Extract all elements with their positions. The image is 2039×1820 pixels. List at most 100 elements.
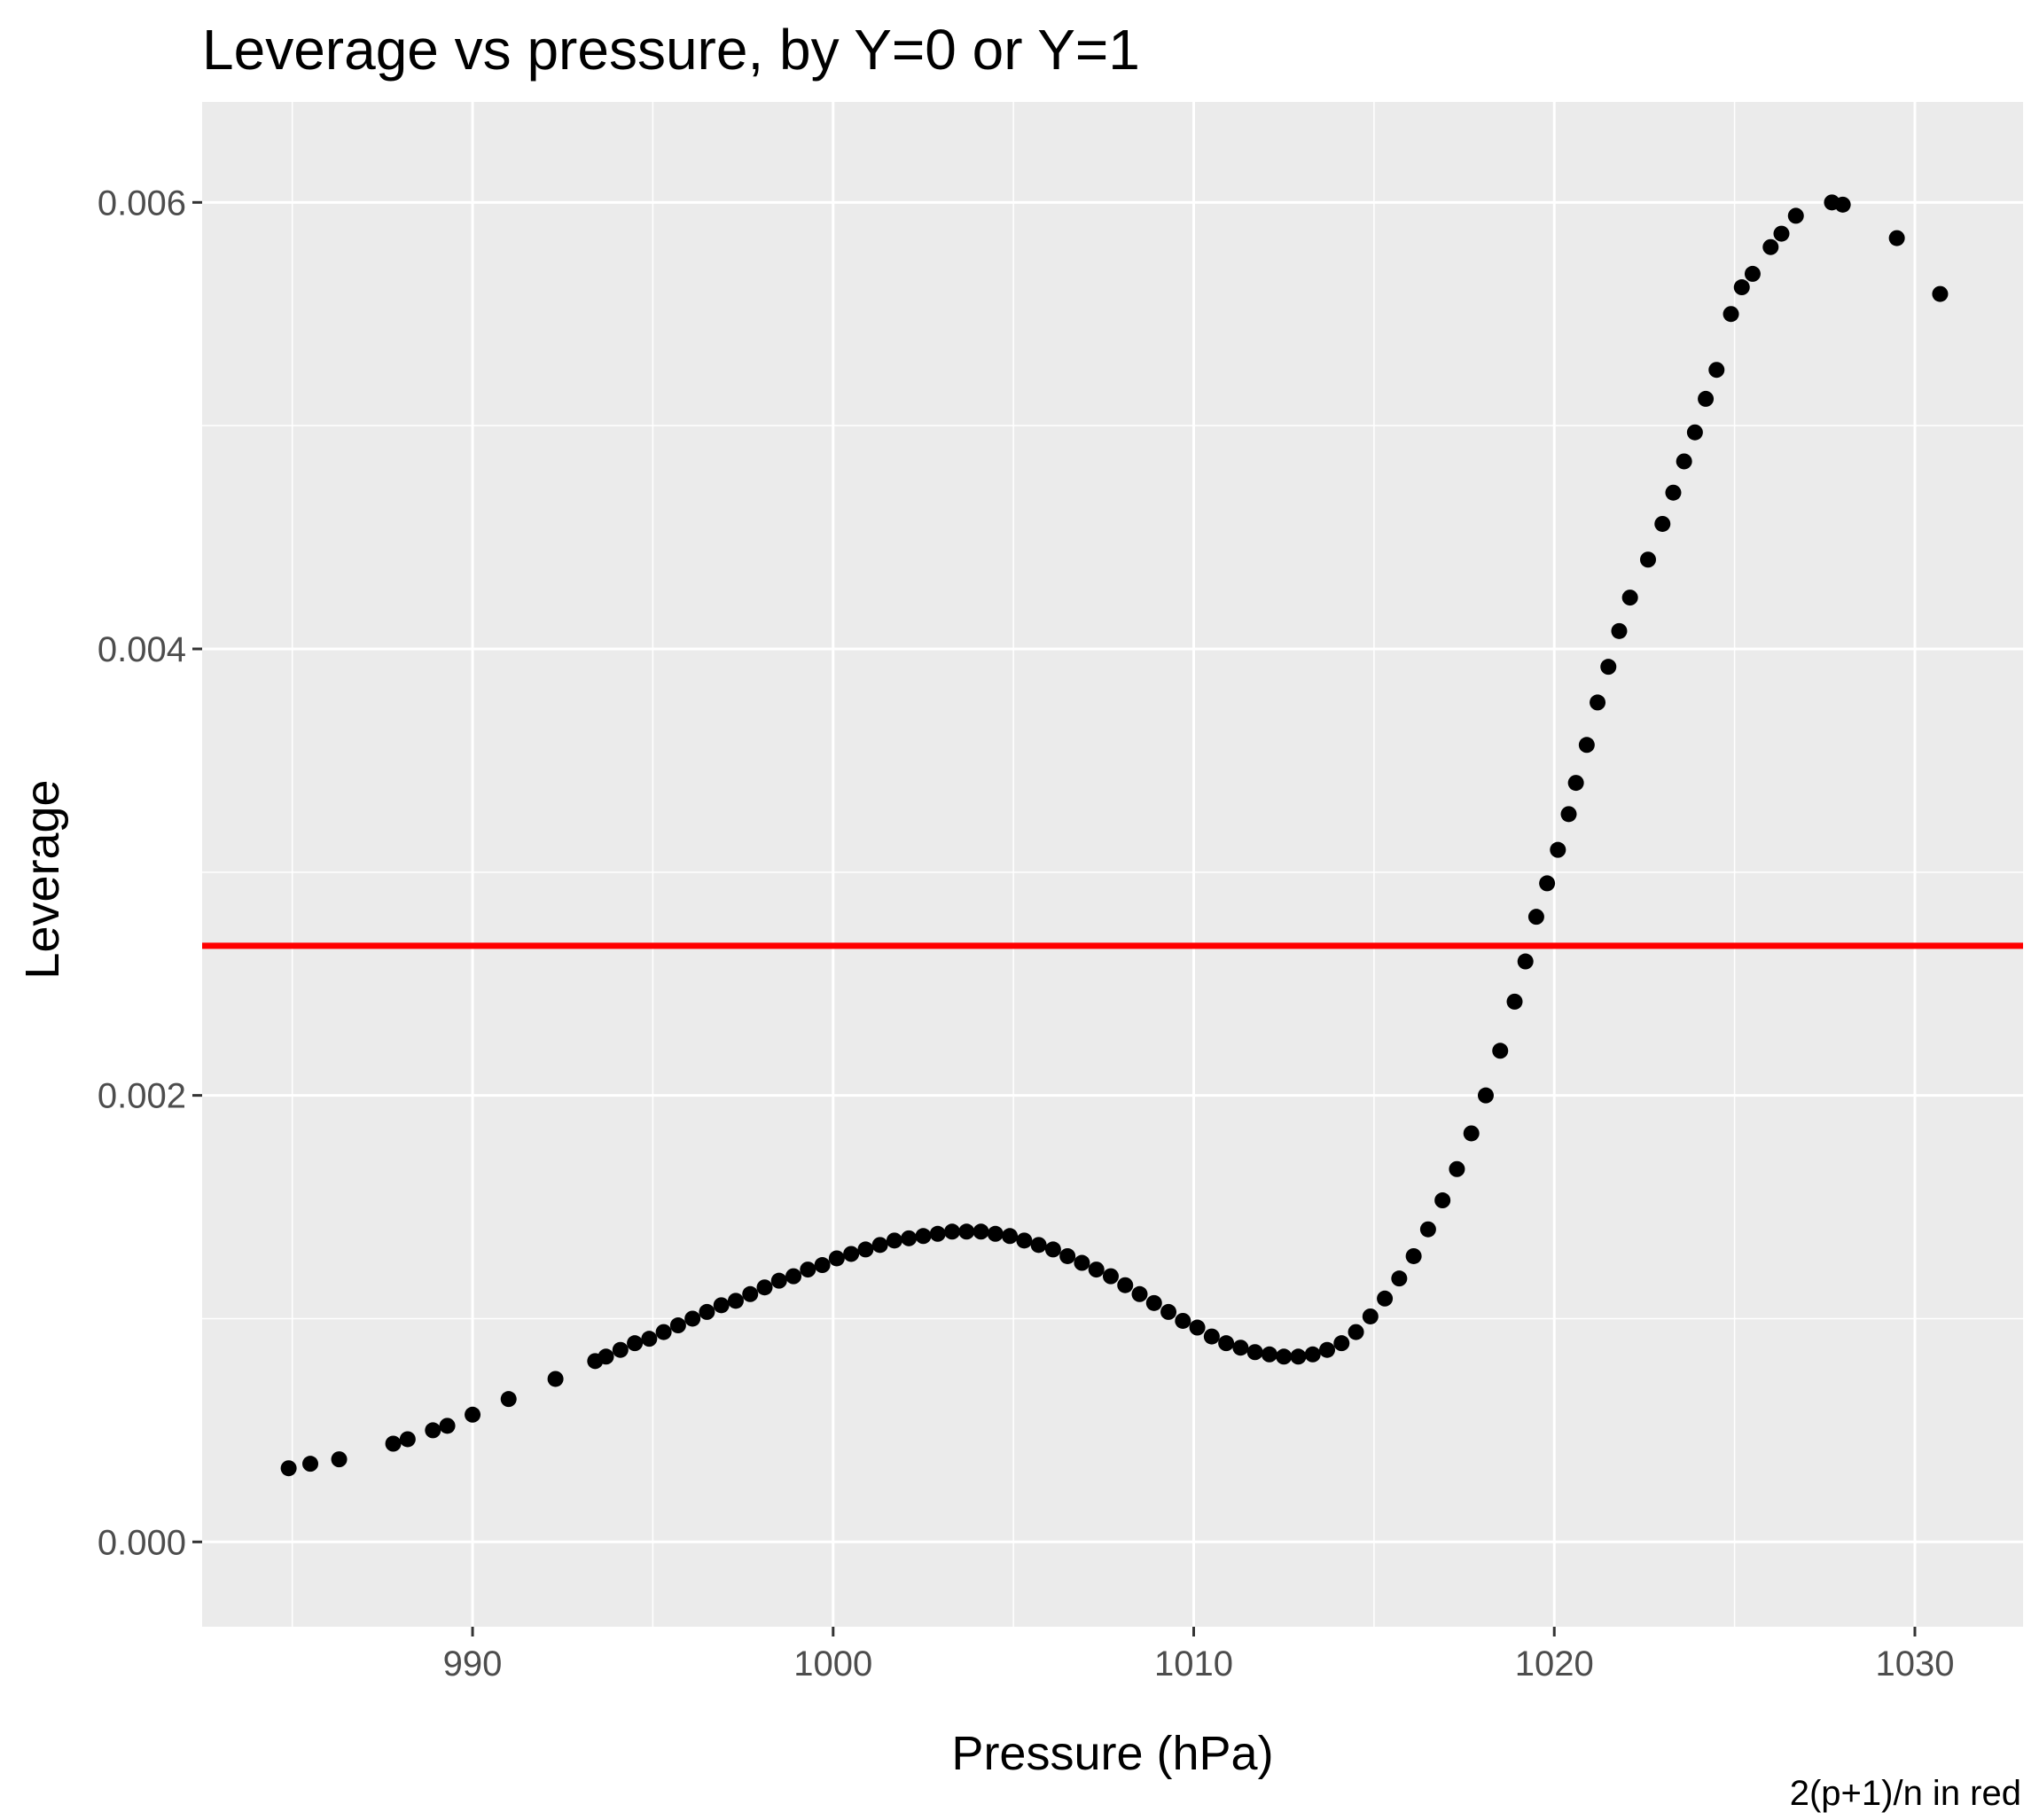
data-point <box>1787 207 1804 224</box>
data-point <box>770 1272 787 1289</box>
data-point <box>547 1371 564 1387</box>
data-point <box>1117 1277 1134 1293</box>
axes: 990 1000 1010 1020 1030 0.000 0.002 0.004 0.006 <box>98 184 1955 1683</box>
data-point <box>1611 622 1628 639</box>
x-tick-label: 990 <box>443 1644 503 1683</box>
data-point <box>1203 1328 1220 1345</box>
data-point <box>385 1435 402 1452</box>
data-point <box>843 1246 860 1262</box>
data-point <box>944 1223 961 1240</box>
data-point <box>1377 1290 1394 1307</box>
data-point <box>1654 515 1671 532</box>
data-point <box>627 1335 644 1352</box>
data-point <box>1773 225 1790 242</box>
data-point <box>1477 1087 1494 1104</box>
data-point <box>958 1223 975 1240</box>
x-tick-label: 1000 <box>793 1644 872 1683</box>
data-point <box>1246 1344 1263 1361</box>
data-point <box>1762 238 1779 255</box>
data-point <box>871 1237 888 1254</box>
data-point <box>828 1250 845 1267</box>
data-point <box>699 1303 715 1320</box>
data-point <box>1016 1232 1033 1249</box>
data-point <box>1539 875 1556 892</box>
data-point <box>1362 1308 1379 1324</box>
data-point <box>785 1268 802 1285</box>
data-point <box>1319 1341 1336 1358</box>
y-axis-label: Leverage <box>16 779 69 979</box>
data-point <box>1348 1324 1364 1340</box>
data-point <box>1590 694 1606 711</box>
plot-panel <box>202 102 2023 1627</box>
data-point <box>727 1293 744 1309</box>
data-point <box>1232 1340 1249 1356</box>
data-point <box>1175 1312 1191 1329</box>
data-point <box>465 1406 481 1423</box>
data-point <box>1723 306 1739 323</box>
y-tick-label: 0.000 <box>98 1523 186 1562</box>
data-point <box>1560 806 1577 823</box>
data-point <box>655 1324 672 1340</box>
data-point <box>1059 1247 1076 1264</box>
data-point <box>669 1317 686 1334</box>
data-point <box>1002 1228 1019 1245</box>
y-tick-label: 0.004 <box>98 630 186 669</box>
data-point <box>1189 1319 1206 1336</box>
data-point <box>1621 590 1638 606</box>
y-tick-label: 0.002 <box>98 1077 186 1116</box>
data-point <box>641 1331 658 1347</box>
data-point <box>598 1348 614 1365</box>
data-point <box>302 1456 319 1472</box>
data-point <box>1131 1285 1148 1302</box>
data-point <box>1698 390 1715 407</box>
data-point <box>331 1451 348 1468</box>
data-point <box>1888 230 1905 246</box>
data-point <box>1463 1125 1480 1142</box>
data-point <box>915 1228 932 1245</box>
data-points <box>280 194 1949 1477</box>
x-axis-label: Pressure (hPa) <box>951 1727 1273 1780</box>
data-point <box>1160 1303 1177 1320</box>
data-point <box>857 1241 874 1258</box>
data-point <box>1145 1294 1162 1311</box>
data-point <box>1449 1160 1465 1177</box>
data-point <box>800 1262 816 1278</box>
x-tick-label: 1030 <box>1875 1644 1954 1683</box>
data-point <box>756 1279 773 1296</box>
data-point <box>1044 1241 1061 1258</box>
data-point <box>1578 737 1595 754</box>
data-point <box>814 1257 831 1274</box>
data-point <box>929 1225 946 1242</box>
chart-caption: 2(p+1)/n in red <box>1790 1774 2021 1813</box>
data-point <box>973 1223 989 1240</box>
data-point <box>1434 1192 1451 1209</box>
data-point <box>612 1341 629 1358</box>
data-point <box>1492 1043 1509 1059</box>
data-point <box>425 1422 441 1439</box>
data-point <box>1708 362 1725 379</box>
panel-background <box>202 102 2023 1627</box>
data-point <box>1506 993 1523 1010</box>
data-point <box>684 1310 701 1327</box>
x-tick-label: 1020 <box>1515 1644 1594 1683</box>
data-point <box>1567 775 1584 792</box>
data-point <box>1600 659 1617 676</box>
data-point <box>1686 424 1703 441</box>
data-point <box>1733 279 1750 296</box>
data-point <box>1744 265 1761 282</box>
data-point <box>742 1285 759 1302</box>
data-point <box>1290 1348 1307 1365</box>
y-tick-label: 0.006 <box>98 184 186 223</box>
data-point <box>439 1418 456 1434</box>
data-point <box>1102 1268 1119 1285</box>
data-point <box>1419 1221 1436 1238</box>
chart-title: Leverage vs pressure, by Y=0 or Y=1 <box>202 18 1140 82</box>
data-point <box>500 1391 517 1408</box>
data-point <box>1218 1335 1235 1352</box>
data-point <box>1550 841 1566 858</box>
data-point <box>1261 1346 1277 1363</box>
data-point <box>987 1225 1004 1242</box>
data-point <box>1074 1254 1090 1271</box>
data-point <box>280 1460 297 1477</box>
